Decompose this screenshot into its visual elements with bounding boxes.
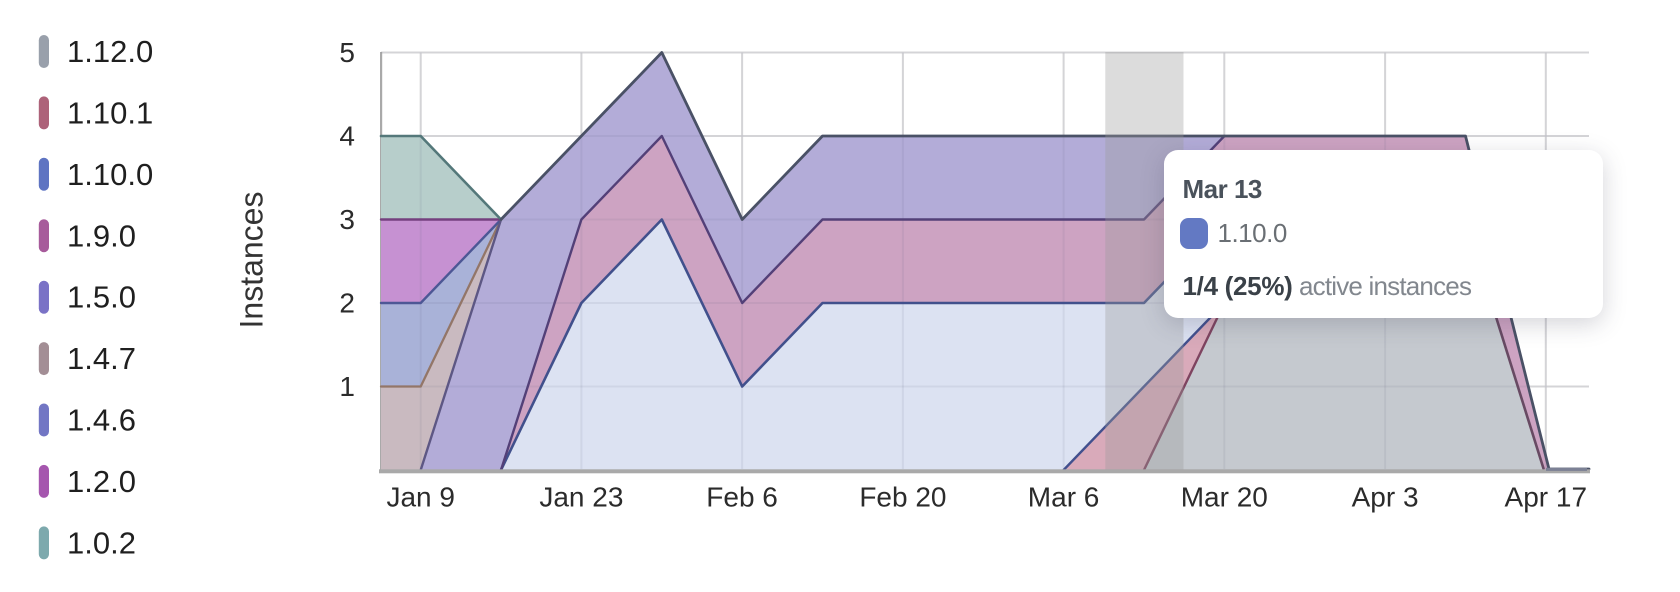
svg-text:Mar 6: Mar 6 xyxy=(1028,482,1100,513)
svg-text:Instances: Instances xyxy=(234,192,270,329)
svg-text:Feb 6: Feb 6 xyxy=(706,482,778,513)
svg-text:Apr 17: Apr 17 xyxy=(1505,482,1588,513)
svg-text:Mar 20: Mar 20 xyxy=(1181,482,1268,513)
svg-text:1.5.0: 1.5.0 xyxy=(67,280,136,315)
svg-text:1.2.0: 1.2.0 xyxy=(67,464,136,499)
svg-text:Jan 23: Jan 23 xyxy=(539,482,623,513)
svg-text:1.10.0: 1.10.0 xyxy=(67,157,153,192)
svg-text:2: 2 xyxy=(339,288,355,319)
svg-text:5: 5 xyxy=(339,37,355,68)
svg-text:Apr 3: Apr 3 xyxy=(1352,482,1419,513)
svg-text:Feb 20: Feb 20 xyxy=(859,482,946,513)
svg-text:1.12.0: 1.12.0 xyxy=(67,34,153,69)
svg-text:4: 4 xyxy=(339,121,355,152)
svg-text:1.10.1: 1.10.1 xyxy=(67,95,153,130)
svg-text:3: 3 xyxy=(339,204,355,235)
svg-text:1.0.2: 1.0.2 xyxy=(67,525,136,560)
svg-text:1: 1 xyxy=(339,371,355,402)
svg-text:Jan 9: Jan 9 xyxy=(386,482,455,513)
svg-text:1.4.6: 1.4.6 xyxy=(67,403,136,438)
svg-text:1.4.7: 1.4.7 xyxy=(67,341,136,376)
svg-text:1.9.0: 1.9.0 xyxy=(67,218,136,253)
